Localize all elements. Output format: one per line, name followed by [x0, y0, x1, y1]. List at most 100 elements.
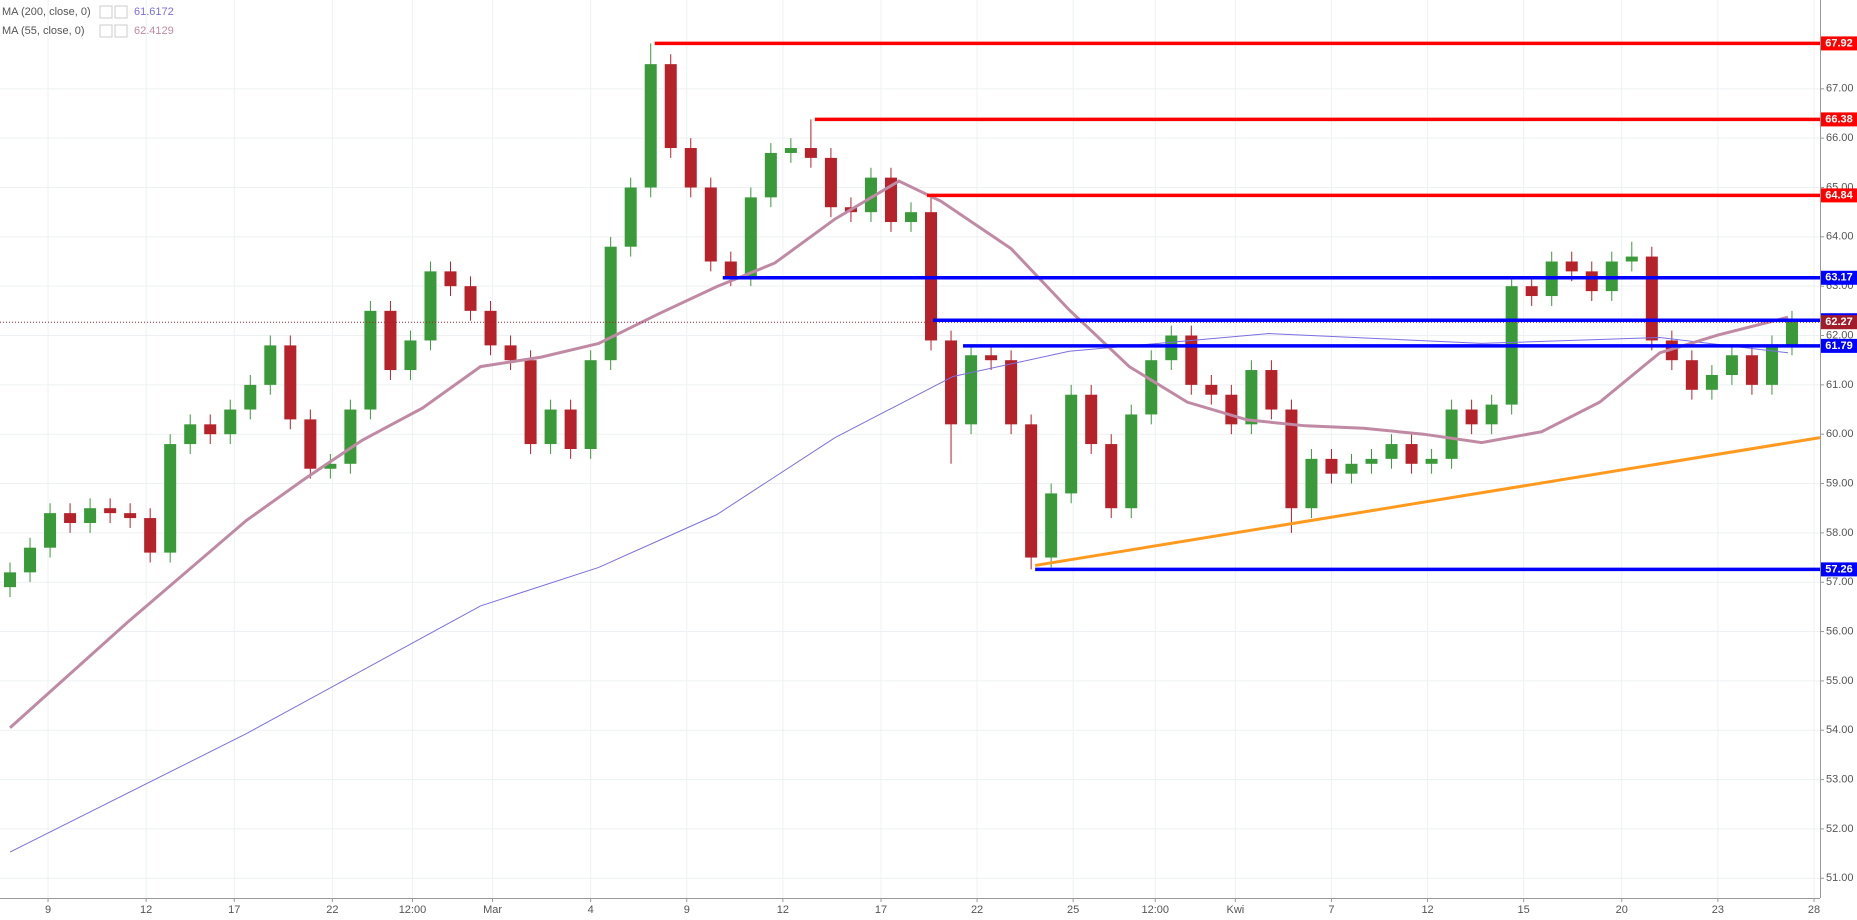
candle-body	[1405, 444, 1418, 464]
candle-body	[1345, 463, 1358, 474]
candle-body	[1565, 261, 1578, 272]
candle-body	[1365, 458, 1378, 464]
candle-body	[4, 572, 17, 588]
x-tick-label: 12	[140, 904, 152, 916]
candle-body	[1065, 394, 1078, 494]
level-label-bg	[1821, 270, 1857, 285]
candle-body	[544, 409, 557, 445]
candle-body	[1645, 256, 1658, 341]
candle-body	[344, 409, 357, 464]
candle-body	[664, 64, 677, 149]
candle-body	[604, 246, 617, 361]
x-tick-label: 15	[1518, 904, 1530, 916]
x-tick-label: 23	[1712, 904, 1724, 916]
candle-body	[1325, 458, 1338, 474]
legend-value: 62.4129	[134, 25, 174, 37]
candle-body	[744, 197, 757, 277]
level-label-bg	[1821, 112, 1857, 127]
candle-body	[1245, 370, 1258, 425]
candle-body	[1285, 409, 1298, 509]
candle-body	[304, 419, 317, 469]
candle-body	[444, 271, 457, 287]
candle-body	[965, 355, 978, 425]
candle-body	[824, 157, 837, 208]
candle-body	[224, 409, 237, 435]
level-label: 57.26	[1825, 563, 1853, 575]
candle-body	[624, 187, 637, 247]
candle-body	[764, 152, 777, 198]
x-tick-label: 28	[1808, 904, 1820, 916]
candle-body	[1445, 409, 1458, 459]
candle-body	[184, 424, 197, 445]
ma-line	[9, 179, 1789, 729]
level-label: 61.79	[1825, 340, 1853, 352]
x-tick-label: 12:00	[1142, 904, 1170, 916]
candle-body	[1765, 345, 1778, 385]
x-tick-label: Mar	[483, 904, 502, 916]
candle-body	[464, 286, 477, 311]
candle-body	[1105, 444, 1118, 509]
level-label-bg	[1821, 338, 1857, 353]
level-label-bg	[1821, 562, 1857, 577]
level-label: 63.17	[1825, 272, 1853, 284]
candle-body	[84, 508, 97, 524]
candle-body	[1265, 370, 1278, 410]
candle-body	[1725, 355, 1738, 375]
y-tick-label: 61.00	[1826, 379, 1854, 391]
legend-icon	[99, 24, 113, 38]
y-tick-label: 56.00	[1826, 625, 1854, 637]
candle-body	[364, 310, 377, 410]
candle-body	[504, 345, 517, 361]
candle-body	[1205, 384, 1218, 395]
current-price-label: 62.27	[1825, 316, 1853, 328]
candle-body	[1125, 414, 1138, 509]
level-label: 67.92	[1825, 37, 1853, 49]
y-tick-label: 59.00	[1826, 477, 1854, 489]
candle-body	[64, 513, 77, 524]
y-tick-label: 55.00	[1826, 675, 1854, 687]
legend-label: MA (55, close, 0)	[2, 25, 85, 37]
candle-body	[1485, 404, 1498, 425]
x-tick-label: 12:00	[399, 904, 427, 916]
candle-body	[104, 508, 117, 514]
candle-body	[204, 424, 217, 435]
candle-body	[1465, 409, 1478, 425]
candle-body	[704, 187, 717, 262]
candle-body	[804, 148, 817, 158]
legend-value: 61.6172	[134, 6, 174, 18]
candle-body	[284, 345, 297, 420]
y-tick-label: 53.00	[1826, 773, 1854, 785]
y-tick-label: 60.00	[1826, 428, 1854, 440]
trend-line	[1034, 436, 1821, 567]
candle-body	[324, 463, 337, 469]
y-tick-label: 64.00	[1826, 231, 1854, 243]
x-tick-label: 22	[971, 904, 983, 916]
x-tick-label: 20	[1616, 904, 1628, 916]
y-tick-label: 57.00	[1826, 576, 1854, 588]
x-tick-label: 7	[1328, 904, 1334, 916]
candle-body	[24, 547, 37, 573]
current-price-label-bg	[1821, 315, 1857, 330]
candle-body	[1525, 286, 1538, 297]
candle-body	[784, 148, 797, 153]
legend-icon	[114, 24, 128, 38]
legend-label: MA (200, close, 0)	[2, 6, 91, 18]
candle-body	[1785, 320, 1798, 346]
candle-body	[264, 345, 277, 385]
candle-body	[1585, 271, 1598, 292]
y-tick-label: 52.00	[1826, 823, 1854, 835]
candle-body	[404, 340, 417, 371]
candle-body	[644, 64, 657, 188]
axes: 51.00 52.00 53.00 54.00 55.00 56.00 57.00 58.00…	[45, 36, 1857, 916]
x-tick-label: 9	[45, 904, 51, 916]
y-tick-label: 51.00	[1826, 872, 1854, 884]
x-tick-label: 4	[588, 904, 594, 916]
candle-body	[1145, 360, 1158, 415]
candle-body	[584, 360, 597, 449]
candle-body	[244, 384, 257, 410]
candle-body	[1385, 444, 1398, 459]
candle-body	[564, 409, 577, 449]
y-tick-label: 62.00	[1826, 329, 1854, 341]
candle-body	[524, 360, 537, 445]
